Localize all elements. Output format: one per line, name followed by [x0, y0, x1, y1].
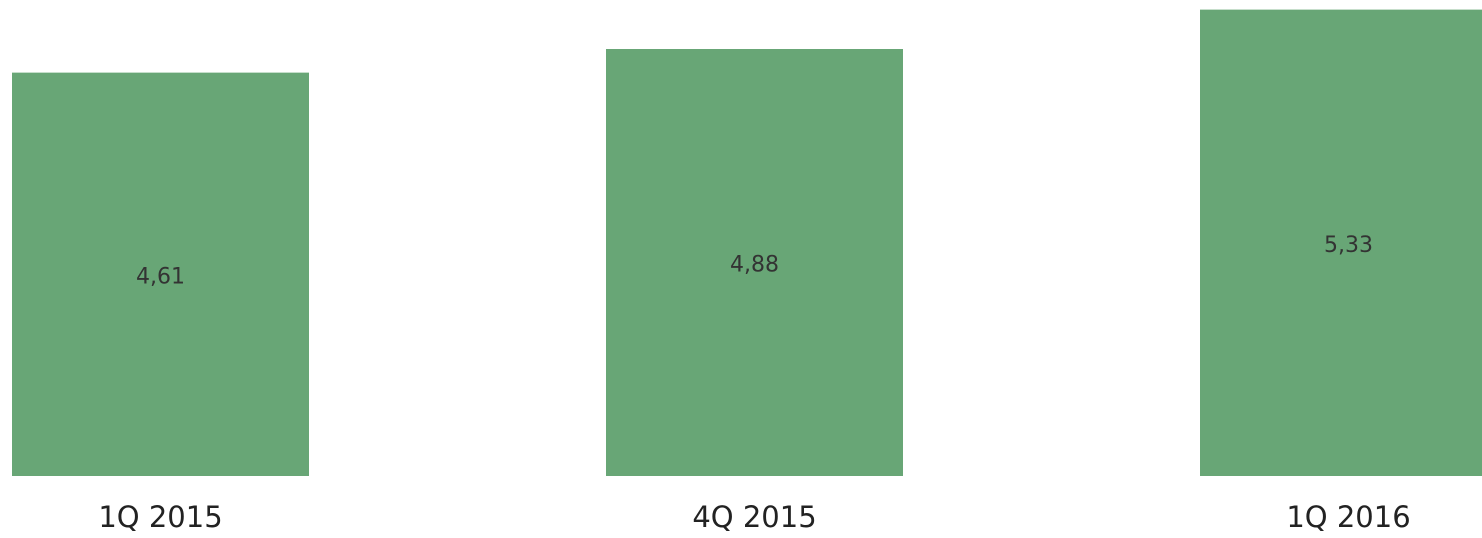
bar [1200, 9, 1482, 476]
value-label: 4,88 [730, 253, 779, 278]
value-label: 5,33 [1324, 233, 1373, 258]
value-label: 4,61 [136, 264, 185, 289]
x-tick-label: 1Q 2015 [98, 500, 222, 534]
x-tick-label: 4Q 2015 [692, 500, 816, 534]
x-tick-label: 1Q 2016 [1286, 500, 1410, 534]
bar [606, 49, 903, 476]
bar [12, 72, 309, 476]
